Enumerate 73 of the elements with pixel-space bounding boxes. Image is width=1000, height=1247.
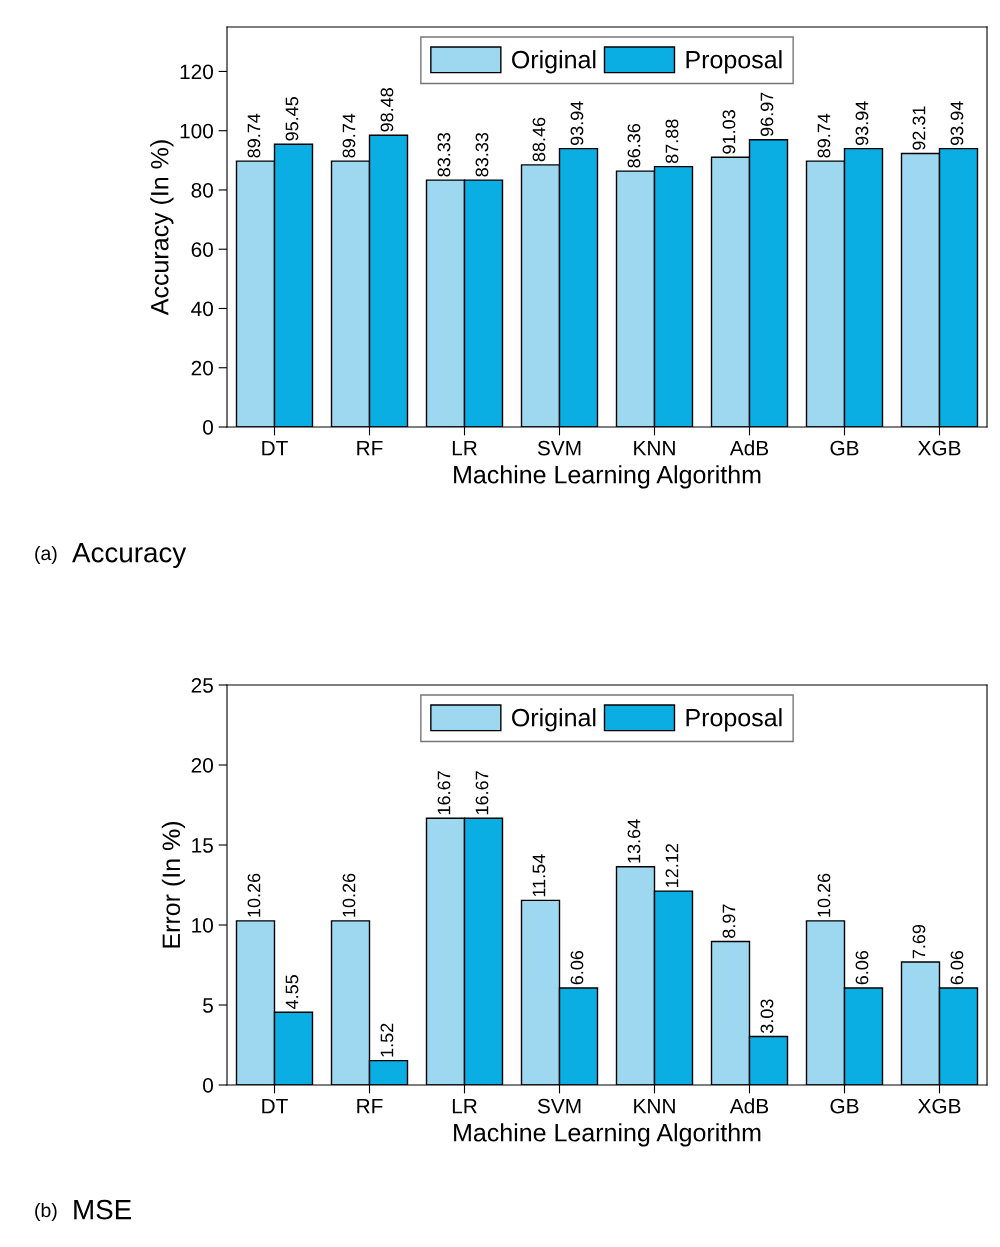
x-axis-title: Machine Learning Algorithm (454, 465, 761, 489)
legend-label: Original (512, 708, 596, 732)
y-tick-label: 120 (180, 64, 213, 80)
data-label: 7.69 (912, 924, 926, 959)
text: Accuracy (72, 543, 187, 568)
data-label: 98.48 (380, 88, 394, 132)
y-tick-label: 20 (191, 758, 213, 773)
y-tick-label: 15 (192, 838, 213, 853)
data-label: 86.36 (627, 123, 641, 168)
data-label: 10.26 (247, 873, 261, 917)
data-label: 16.67 (475, 771, 489, 815)
data-label: 95.45 (285, 96, 299, 141)
data-label: 93.94 (950, 101, 964, 146)
data-label: 89.74 (817, 113, 831, 158)
y-tick-label: 20 (191, 360, 213, 376)
legend-label: Proposal (686, 50, 782, 74)
data-label: 11.54 (532, 854, 546, 897)
data-label: 87.88 (665, 119, 679, 164)
x-tick-label: AdB (729, 440, 769, 456)
data-label: 92.31 (912, 106, 926, 150)
x-tick-label: RF (357, 440, 383, 456)
y-axis-title: Error (In %) (161, 821, 186, 948)
data-label: 8.97 (722, 904, 736, 938)
data-label: 6.06 (950, 950, 964, 985)
data-label: 16.67 (437, 771, 451, 815)
x-tick-label: SVM (537, 440, 581, 456)
x-tick-label: GB (830, 1098, 859, 1114)
text: (a) (35, 545, 57, 565)
data-label: 89.74 (247, 113, 261, 158)
x-tick-label: DT (262, 440, 288, 456)
y-axis-title: Accuracy (In %) (150, 140, 174, 316)
data-label: 6.06 (855, 950, 869, 985)
y-tick-label: 80 (191, 182, 213, 198)
legend-label: Original (512, 50, 596, 74)
x-tick-label: KNN (634, 440, 675, 456)
data-label: 3.03 (760, 999, 774, 1034)
data-label: 88.46 (532, 117, 546, 162)
x-tick-label: SVM (537, 1098, 581, 1114)
data-label: 4.55 (285, 975, 299, 1010)
y-tick-label: 0 (203, 1078, 213, 1093)
x-axis-title: Machine Learning Algorithm (454, 1123, 761, 1147)
data-label: 83.33 (437, 132, 451, 177)
data-label: 93.94 (855, 101, 869, 146)
x-tick-label: XGB (917, 1098, 961, 1114)
x-tick-label: XGB (917, 440, 961, 456)
data-label: 10.26 (342, 873, 356, 917)
data-label: 93.94 (570, 101, 584, 146)
x-tick-label: KNN (634, 1098, 675, 1114)
text: MSE (74, 1199, 131, 1220)
x-tick-label: LR (452, 440, 477, 456)
data-label: 1.52 (380, 1023, 394, 1057)
data-label: 83.33 (475, 132, 489, 177)
y-tick-label: 5 (203, 998, 213, 1013)
data-label: 6.06 (570, 950, 584, 985)
x-tick-label: LR (452, 1098, 477, 1114)
data-label: 96.97 (760, 92, 774, 137)
y-tick-label: 100 (180, 123, 213, 139)
y-tick-label: 10 (192, 918, 213, 933)
x-tick-label: DT (262, 1098, 288, 1114)
y-tick-label: 0 (203, 420, 213, 435)
y-tick-label: 40 (191, 301, 213, 317)
data-label: 13.64 (627, 819, 641, 863)
data-label: 91.03 (722, 110, 736, 154)
y-tick-label: 25 (191, 678, 213, 693)
data-label: 12.12 (665, 844, 679, 887)
data-label: 89.74 (342, 113, 356, 158)
y-tick-label: 60 (191, 242, 213, 257)
data-label: 10.26 (817, 873, 831, 917)
text: (b) (35, 1202, 57, 1222)
x-tick-label: GB (830, 440, 859, 456)
x-tick-label: RF (357, 1098, 383, 1114)
legend-label: Proposal (686, 708, 782, 732)
x-tick-label: AdB (729, 1098, 769, 1114)
